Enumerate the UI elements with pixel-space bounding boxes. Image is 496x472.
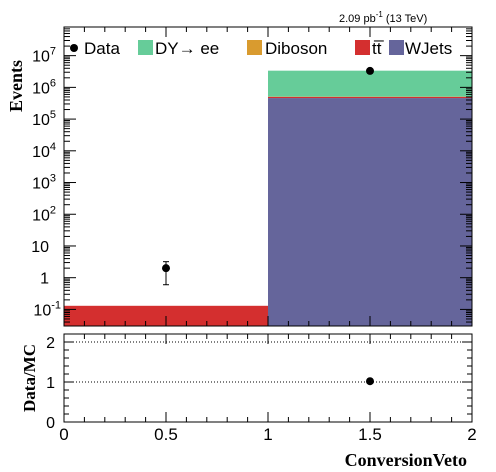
lumi-label: 2.09 pb-1 (13 TeV) bbox=[339, 10, 427, 25]
bar-ttbar-bin-1 bbox=[268, 96, 472, 99]
y-tick-label: 104 bbox=[32, 141, 56, 161]
legend-ttbar-swatch bbox=[355, 40, 370, 55]
upper-axes: 10-1 1 10 102 103 104 105 106 107 bbox=[31, 26, 473, 327]
x-tick-label: 1.5 bbox=[358, 425, 382, 444]
y-tick-label: 10-1 bbox=[33, 299, 61, 319]
legend-diboson-swatch bbox=[247, 40, 262, 55]
legend-ttbar-label: tt̅ bbox=[372, 39, 384, 58]
y-tick-label: 103 bbox=[32, 173, 56, 193]
x-tick-label: 2 bbox=[467, 425, 476, 444]
ratio-y-axis-title: Data/MC bbox=[20, 344, 39, 412]
y-axis-title: Events bbox=[6, 60, 26, 112]
ratio-axes: 0 1 2 0 0.5 1 1.5 2 bbox=[46, 333, 477, 444]
legend-data-marker bbox=[70, 44, 78, 52]
legend-diboson-label: Diboson bbox=[265, 39, 327, 58]
data-point bbox=[366, 66, 374, 75]
ratio-point bbox=[366, 377, 374, 386]
legend-wjets-label: WJets bbox=[405, 39, 452, 58]
data-point bbox=[162, 264, 170, 273]
y-tick-label: 107 bbox=[32, 46, 56, 66]
stack-bars bbox=[64, 70, 472, 326]
ratio-y-tick-label: 1 bbox=[46, 375, 55, 392]
bar-wjets-bin-1 bbox=[268, 98, 472, 326]
legend-data-label: Data bbox=[84, 39, 120, 58]
x-tick-label: 0.5 bbox=[154, 425, 178, 444]
legend: Data DY→ ee Diboson tt̅ WJets bbox=[70, 39, 452, 58]
bar-dy-bin-1 bbox=[268, 70, 472, 97]
ratio-y-tick-label: 2 bbox=[46, 335, 55, 352]
ratio-y-tick-label: 0 bbox=[46, 415, 55, 432]
y-tick-label: 105 bbox=[32, 109, 56, 129]
y-tick-label: 102 bbox=[32, 204, 56, 224]
legend-wjets-swatch bbox=[389, 40, 404, 55]
y-tick-label: 106 bbox=[32, 77, 56, 97]
y-tick-label: 1 bbox=[40, 271, 49, 288]
legend-dy-swatch bbox=[138, 40, 153, 55]
bar-ttbar-bin-0 bbox=[64, 305, 268, 326]
x-tick-label: 1 bbox=[263, 425, 272, 444]
x-tick-label: 0 bbox=[59, 425, 68, 444]
y-tick-label: 10 bbox=[31, 239, 49, 256]
lumi-label-sup: -1 bbox=[376, 10, 384, 19]
x-axis-title: ConversionVeto bbox=[345, 450, 467, 470]
legend-dy-label: DY→ ee bbox=[155, 39, 219, 58]
ratio-frame bbox=[63, 333, 473, 423]
ratio-markers bbox=[366, 377, 374, 386]
data-markers bbox=[162, 66, 374, 286]
